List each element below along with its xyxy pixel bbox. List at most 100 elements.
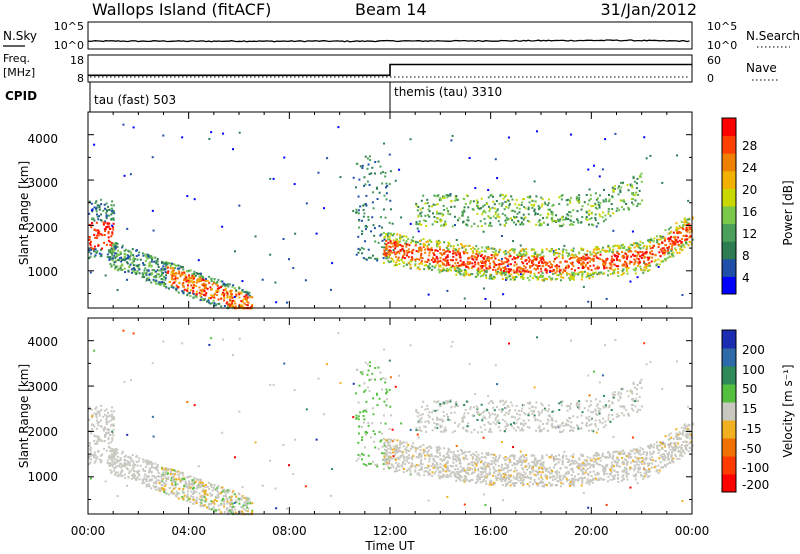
- power-echo: [513, 276, 516, 279]
- velocity-echo: [112, 456, 115, 459]
- velocity-echo: [292, 473, 295, 476]
- power-echo: [361, 233, 364, 236]
- power-echo: [680, 231, 683, 234]
- power-echo: [466, 219, 469, 222]
- velocity-echo: [233, 493, 236, 496]
- velocity-echo: [570, 462, 573, 465]
- power-echo: [614, 132, 617, 135]
- power-echo: [189, 289, 192, 292]
- velocity-echo: [136, 464, 139, 467]
- power-echo: [650, 250, 653, 253]
- power-echo: [138, 272, 141, 275]
- power-echo: [446, 256, 449, 259]
- power-echo: [360, 219, 363, 222]
- power-echo: [587, 300, 590, 303]
- power-echo: [369, 256, 372, 259]
- velocity-echo: [304, 485, 307, 488]
- power-echo: [480, 250, 483, 253]
- power-echo: [437, 212, 440, 215]
- velocity-echo: [170, 479, 173, 482]
- velocity-echo: [224, 495, 227, 498]
- power-echo: [175, 289, 178, 292]
- velocity-echo: [559, 475, 562, 478]
- power-echo: [442, 204, 445, 207]
- velocity-echo: [354, 392, 357, 395]
- power-echo: [658, 238, 661, 241]
- power-echo: [514, 257, 517, 260]
- velocity-echo: [496, 459, 499, 462]
- power-echo: [594, 192, 597, 195]
- velocity-echo: [154, 476, 157, 479]
- power-echo: [649, 239, 652, 242]
- velocity-echo: [205, 493, 208, 496]
- velocity-echo: [394, 461, 397, 464]
- power-echo: [643, 269, 646, 272]
- power-echo: [153, 280, 156, 283]
- velocity-echo: [213, 508, 216, 511]
- power-echo: [634, 199, 637, 202]
- power-echo: [231, 299, 234, 302]
- power-echo: [389, 246, 392, 249]
- power-echo: [489, 275, 492, 278]
- velocity-echo: [130, 458, 133, 461]
- power-echo: [100, 248, 103, 251]
- power-echo: [216, 283, 219, 286]
- power-echo: [672, 231, 675, 234]
- power-echo: [487, 196, 490, 199]
- velocity-echo: [376, 393, 379, 396]
- power-echo: [634, 260, 637, 263]
- power-echo: [633, 261, 636, 264]
- velocity-echo: [155, 466, 158, 469]
- velocity-echo: [422, 444, 425, 447]
- power-echo: [637, 253, 640, 256]
- power-echo: [396, 245, 399, 248]
- power-echo: [241, 280, 244, 283]
- power-echo: [397, 243, 400, 246]
- velocity-echo: [645, 471, 648, 474]
- velocity-echo: [202, 488, 205, 491]
- velocity-echo: [187, 487, 190, 490]
- power-echo: [586, 272, 589, 275]
- power-echo: [586, 219, 589, 222]
- velocity-echo: [513, 477, 516, 480]
- velocity-echo: [141, 482, 144, 485]
- velocity-echo: [405, 441, 408, 444]
- velocity-echo: [422, 448, 425, 451]
- power-echo: [113, 212, 116, 215]
- power-echo: [519, 249, 522, 252]
- velocity-echo: [150, 470, 153, 473]
- power-echo: [241, 289, 244, 292]
- power-echo: [392, 245, 395, 248]
- power-echo: [108, 249, 111, 252]
- power-echo: [123, 174, 126, 177]
- power-echo: [417, 215, 420, 218]
- power-echo: [144, 267, 147, 270]
- velocity-echo: [135, 470, 138, 473]
- power-echo: [473, 248, 476, 251]
- power-echo: [223, 296, 226, 299]
- velocity-echo: [493, 468, 496, 471]
- power-echo: [601, 246, 604, 249]
- velocity-echo: [157, 479, 160, 482]
- velocity-echo: [402, 441, 405, 444]
- power-echo: [438, 198, 441, 201]
- power-echo: [685, 228, 688, 231]
- velocity-echo: [222, 495, 225, 498]
- power-echo: [582, 285, 585, 288]
- power-echo: [639, 255, 642, 258]
- power-echo: [206, 279, 209, 282]
- velocity-echo: [121, 464, 124, 467]
- power-echo: [559, 272, 562, 275]
- colorbar-segment: [722, 276, 736, 295]
- power-echo: [107, 205, 110, 208]
- power-echo: [537, 261, 540, 264]
- power-echo: [243, 291, 246, 294]
- power-echo: [415, 223, 418, 226]
- velocity-echo: [492, 456, 495, 459]
- power-echo: [500, 263, 503, 266]
- power-echo: [664, 244, 667, 247]
- power-echo: [646, 256, 649, 259]
- power-echo: [562, 276, 565, 279]
- power-echo: [93, 228, 96, 231]
- power-echo: [496, 209, 499, 212]
